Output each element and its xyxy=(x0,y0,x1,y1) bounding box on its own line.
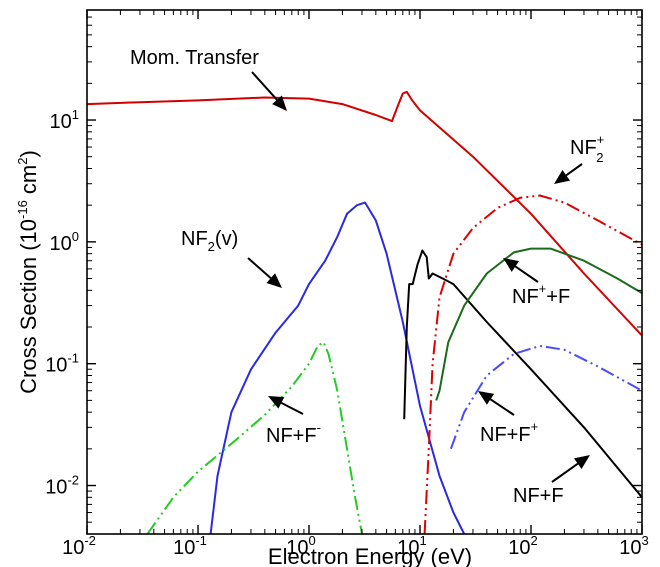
x-axis-label: Electron Energy (eV) xyxy=(268,544,472,567)
series-line-3 xyxy=(403,249,643,498)
annotation-arrowhead-1 xyxy=(554,169,570,184)
x-tick-label-2: 100 xyxy=(286,533,315,559)
x-tick-label-5: 103 xyxy=(619,533,648,559)
annotation-arrowhead-0 xyxy=(272,95,287,111)
annotation-arrowhead-3 xyxy=(503,258,520,272)
tick-layer: 10-2 10-1 100 101 102 103 10-2 10-1 100 101 xyxy=(45,9,649,559)
y-tick-label-2: 100 xyxy=(50,229,79,255)
x-tick-label-0: 10-2 xyxy=(62,533,96,559)
series-line-5 xyxy=(435,247,643,401)
y-tick-label-3: 101 xyxy=(50,107,79,133)
plot-frame xyxy=(86,9,643,535)
annotation-arrowhead-2 xyxy=(266,273,282,288)
annotation-mom-transfer: Mom. Transfer xyxy=(130,47,259,69)
y-tick-label-0: 10-2 xyxy=(45,473,79,499)
series-line-1 xyxy=(209,201,466,535)
series-line-4 xyxy=(423,194,643,535)
annotation-arrow-3 xyxy=(514,265,539,283)
annotation-arrow-2 xyxy=(247,257,272,279)
annotation-arrow-0 xyxy=(251,71,278,101)
x-tick-label-1: 10-1 xyxy=(173,533,207,559)
annotation-arrow-4 xyxy=(280,401,304,415)
series-line-2 xyxy=(146,341,363,535)
y-tick-label-1: 10-1 xyxy=(45,351,79,377)
annotation-arrowhead-6 xyxy=(574,455,590,469)
annotation-arrow-1 xyxy=(565,163,583,177)
series-line-0 xyxy=(86,90,643,337)
y-axis-label: Cross Section (10-16 cm2) xyxy=(15,150,41,394)
annotation-arrow-5 xyxy=(489,398,515,416)
x-tick-label-4: 102 xyxy=(508,533,537,559)
annotation-arrowhead-4 xyxy=(268,396,285,409)
annotation-arrowhead-5 xyxy=(478,391,495,405)
x-tick-label-3: 101 xyxy=(397,533,426,559)
annotation-nfplus-f: NF++F xyxy=(512,281,570,308)
series-layer xyxy=(86,90,643,535)
annotation-nf2-v: NF2(v) xyxy=(181,228,238,254)
annotation-nf-f-minus: NF+F- xyxy=(266,420,321,447)
annotation-nf-f: NF+F xyxy=(513,485,564,507)
annotation-nf-f-plus: NF+F+ xyxy=(480,419,538,446)
annotation-arrow-6 xyxy=(551,462,579,483)
annotation-nf2-plus: NF+ 2 xyxy=(570,132,604,165)
arrow-layer xyxy=(247,71,590,483)
series-line-6 xyxy=(449,344,643,450)
